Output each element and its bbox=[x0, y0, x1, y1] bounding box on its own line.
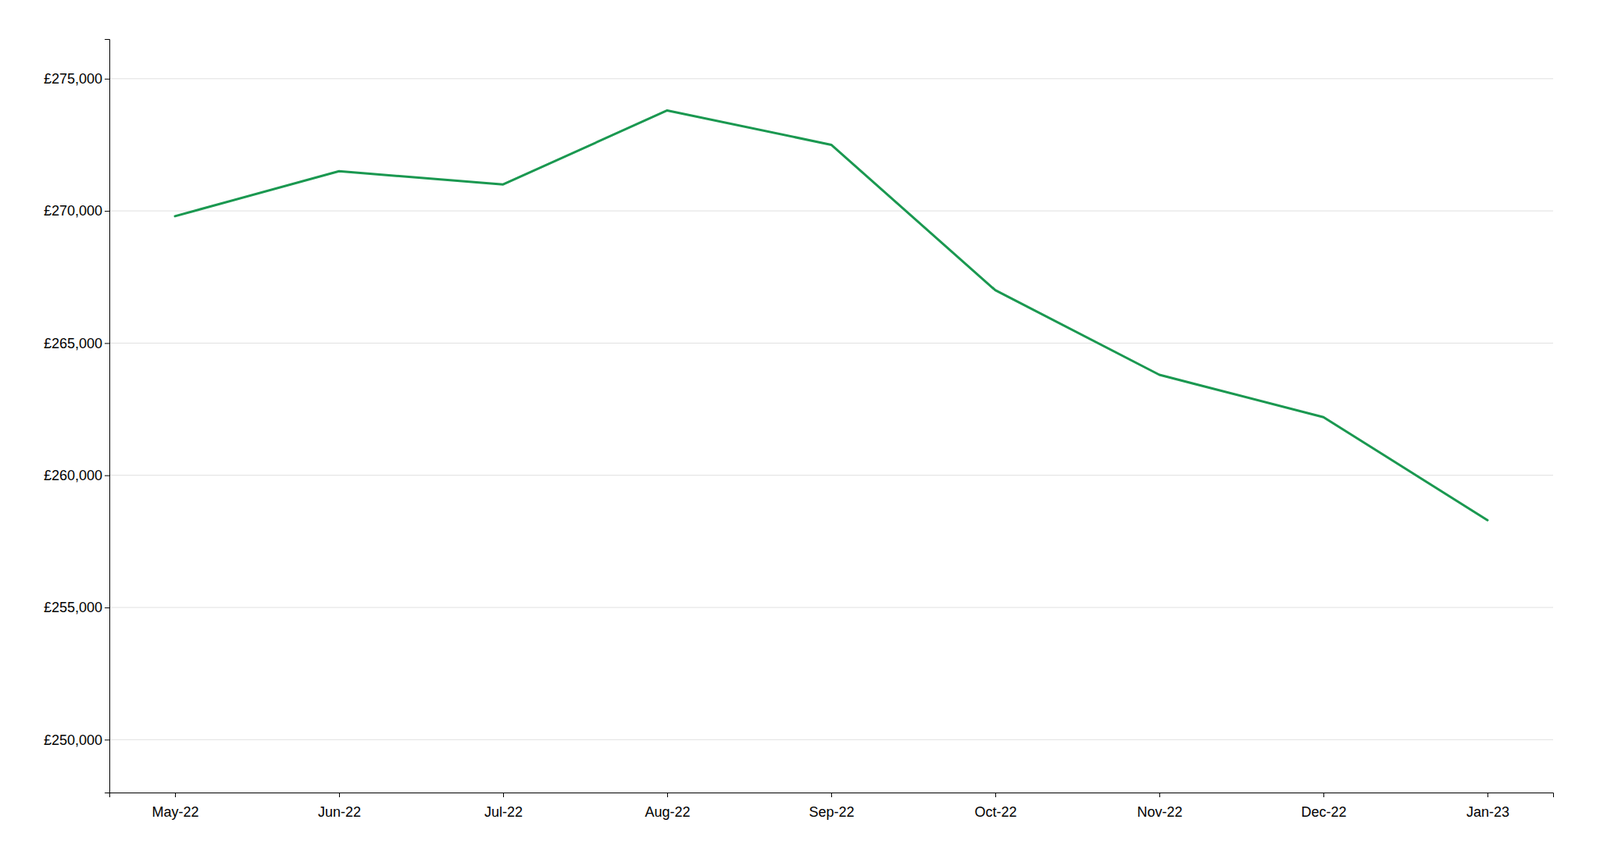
x-tick-mark bbox=[1487, 792, 1489, 798]
x-tick-mark bbox=[995, 792, 997, 798]
y-tick-mark bbox=[104, 342, 110, 344]
grid-line bbox=[109, 475, 1554, 476]
marks bbox=[175, 110, 1488, 521]
x-tick-label: Jun-22 bbox=[317, 804, 361, 821]
y-tick: £265,000 bbox=[43, 335, 110, 352]
y-tick-label: £275,000 bbox=[43, 71, 103, 87]
x-axis-line bbox=[110, 793, 1554, 799]
x-tick-mark bbox=[339, 792, 340, 798]
y-tick-label: £250,000 bbox=[43, 732, 103, 749]
x-tick: Dec-22 bbox=[1300, 792, 1347, 821]
x-tick-label: Sep-22 bbox=[808, 804, 854, 821]
x-tick-mark bbox=[1159, 792, 1161, 798]
x-axis: May-22 Jun-22 Jul-22 Aug-22 Sep-22 Oct-22 Nov-… bbox=[110, 792, 1554, 821]
y-tick: £255,000 bbox=[43, 600, 110, 616]
grid-line bbox=[109, 210, 1554, 212]
x-tick-label: Jan-23 bbox=[1466, 804, 1510, 821]
chart-container: May-22 Jun-22 Jul-22 Aug-22 Sep-22 Oct-22 Nov-… bbox=[0, 0, 1600, 855]
x-tick-label: Oct-22 bbox=[974, 804, 1017, 821]
x-tick-label: Dec-22 bbox=[1300, 804, 1347, 821]
plot-root: May-22 Jun-22 Jul-22 Aug-22 Sep-22 Oct-22 Nov-… bbox=[43, 39, 1554, 821]
y-tick: £275,000 bbox=[43, 71, 110, 87]
y-axis: £250,000 £255,000 £260,000 £265,000 £270,000… bbox=[43, 39, 111, 794]
x-tick-label: Nov-22 bbox=[1136, 804, 1183, 821]
x-tick: Jan-23 bbox=[1466, 792, 1510, 821]
x-tick: Jun-22 bbox=[317, 792, 361, 821]
y-tick: £270,000 bbox=[43, 203, 110, 219]
y-tick: £260,000 bbox=[43, 467, 110, 484]
chart-svg: May-22 Jun-22 Jul-22 Aug-22 Sep-22 Oct-22 Nov-… bbox=[0, 0, 1600, 855]
x-tick-label: Jul-22 bbox=[484, 804, 523, 821]
grid-line bbox=[109, 78, 1554, 79]
x-tick-mark bbox=[667, 792, 668, 798]
y-axis-line bbox=[104, 39, 111, 794]
x-tick: May-22 bbox=[151, 792, 199, 821]
x-tick: Aug-22 bbox=[644, 792, 690, 821]
y-tick-mark bbox=[104, 78, 110, 80]
x-tick-label: May-22 bbox=[151, 804, 199, 821]
y-tick-label: £265,000 bbox=[43, 335, 103, 352]
y-tick-label: £260,000 bbox=[43, 467, 103, 484]
x-tick: Sep-22 bbox=[808, 792, 854, 821]
x-tick-mark bbox=[1323, 792, 1325, 798]
grid-line bbox=[109, 739, 1554, 741]
x-tick-label: Aug-22 bbox=[644, 804, 690, 821]
x-tick: Nov-22 bbox=[1136, 792, 1183, 821]
x-tick: Oct-22 bbox=[974, 792, 1017, 821]
x-tick-mark bbox=[175, 792, 176, 798]
grid-line bbox=[109, 342, 1554, 344]
data-line bbox=[175, 110, 1488, 521]
y-tick-mark bbox=[104, 739, 110, 741]
y-tick-mark bbox=[104, 210, 110, 212]
y-tick: £250,000 bbox=[43, 732, 110, 749]
grid-line bbox=[109, 607, 1554, 608]
x-tick-mark bbox=[503, 792, 504, 798]
x-tick: Jul-22 bbox=[484, 792, 523, 821]
y-tick-label: £255,000 bbox=[43, 600, 103, 616]
y-tick-mark bbox=[104, 475, 110, 477]
x-tick-mark bbox=[831, 792, 833, 798]
y-tick-mark bbox=[104, 607, 110, 609]
y-tick-label: £270,000 bbox=[43, 203, 103, 219]
grid bbox=[109, 78, 1554, 740]
